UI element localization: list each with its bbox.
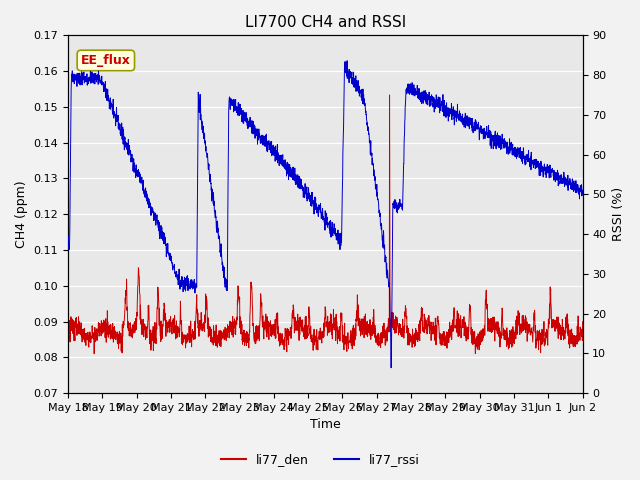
Y-axis label: CH4 (ppm): CH4 (ppm) [15,180,28,248]
X-axis label: Time: Time [310,419,340,432]
Legend: li77_den, li77_rssi: li77_den, li77_rssi [216,448,424,471]
Y-axis label: RSSI (%): RSSI (%) [612,187,625,241]
Title: LI7700 CH4 and RSSI: LI7700 CH4 and RSSI [244,15,406,30]
Text: EE_flux: EE_flux [81,54,131,67]
